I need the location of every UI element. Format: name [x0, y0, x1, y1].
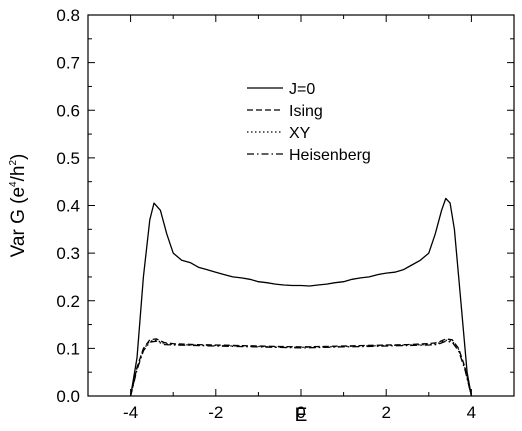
x-tick-label: -2 — [208, 403, 223, 422]
legend-label: XY — [289, 125, 311, 142]
y-axis-title-prefix: Var G (e — [8, 187, 29, 257]
legend-label: Heisenberg — [289, 147, 371, 164]
series-line-ising — [129, 338, 473, 397]
y-tick-label: 0.0 — [56, 387, 80, 406]
y-axis: 0.0 0.1 0.2 0.3 0.4 0.5 0.6 0.7 0.8 — [56, 6, 514, 406]
y-tick-label: 0.3 — [56, 244, 80, 263]
x-tick-label: 2 — [381, 403, 390, 422]
x-tick-label: -4 — [123, 403, 138, 422]
series-line-heisenberg — [129, 340, 473, 397]
y-tick-label: 0.4 — [56, 197, 80, 216]
y-tick-label: 0.2 — [56, 292, 80, 311]
series-line-xy — [129, 339, 473, 397]
y-axis-title-sup2: 2 — [8, 160, 19, 166]
y-axis-title-suffix: ) — [8, 154, 29, 160]
series-line-j-0 — [129, 197, 473, 397]
y-tick-label: 0.8 — [56, 6, 80, 25]
y-axis-title: Var G (e4/h2) — [8, 154, 29, 258]
legend: J=0 Ising XY Heisenberg — [247, 81, 371, 164]
legend-label: J=0 — [289, 81, 315, 98]
y-tick-label: 0.1 — [56, 339, 80, 358]
y-axis-title-mid: /h — [8, 166, 29, 182]
series-lines — [129, 197, 473, 397]
x-axis-title: E — [295, 405, 308, 426]
x-axis: -4 -2 0 2 4 — [87, 15, 515, 422]
legend-label: Ising — [289, 103, 323, 120]
x-tick-label: 4 — [467, 403, 476, 422]
x-tick-label: 0 — [296, 403, 305, 422]
y-axis-title-sup1: 4 — [8, 181, 19, 187]
y-tick-label: 0.6 — [56, 101, 80, 120]
y-tick-label: 0.5 — [56, 149, 80, 168]
y-tick-label: 0.7 — [56, 54, 80, 73]
